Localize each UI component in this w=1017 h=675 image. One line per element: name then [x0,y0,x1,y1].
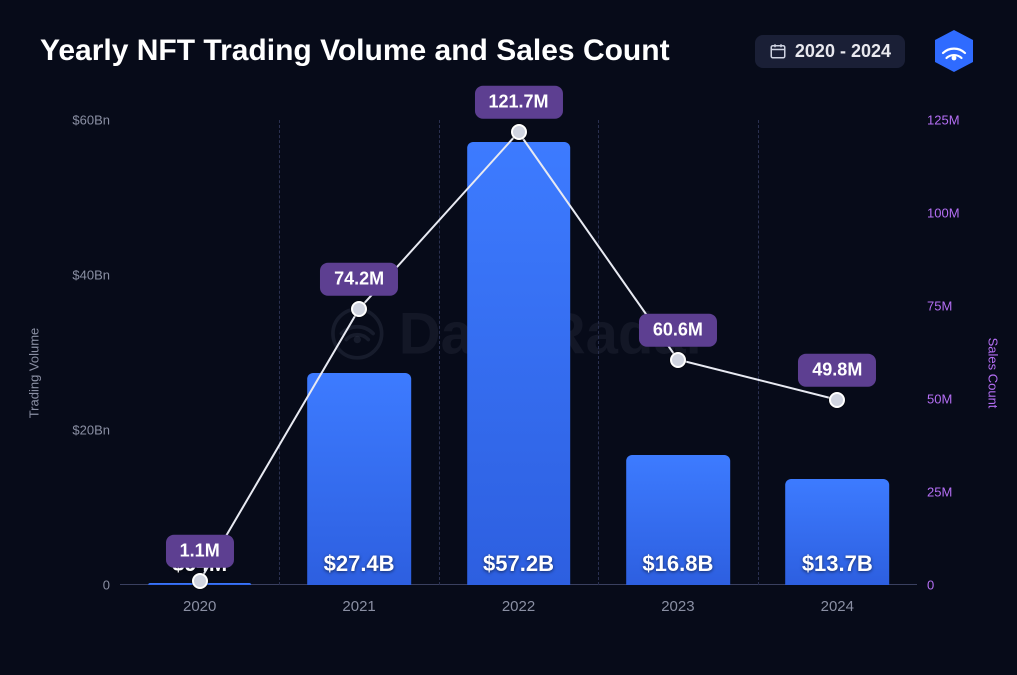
x-tick: 2020 [183,598,216,615]
y-right-tick: 0 [927,578,934,593]
line-point [351,301,367,317]
date-badge: 2020 - 2024 [755,35,905,68]
y-right-tick: 100M [927,206,960,221]
y-right-tick: 125M [927,113,960,128]
y-right-tick: 75M [927,299,952,314]
sales-line [120,120,917,585]
plot-region: DappRadar 0$20Bn$40Bn$60Bn025M50M75M100M… [120,120,917,585]
y-left-tick: $60Bn [72,113,110,128]
y-left-axis-label: Trading Volume [27,327,42,418]
line-point [670,352,686,368]
calendar-icon [769,42,787,60]
x-tick: 2023 [661,598,694,615]
dappradar-icon [931,28,977,74]
y-left-tick: $20Bn [72,422,110,437]
line-point-label: 60.6M [639,313,717,346]
y-left-tick: 0 [103,578,110,593]
x-tick: 2022 [502,598,535,615]
line-point-label: 121.7M [474,86,562,119]
chart-header: Yearly NFT Trading Volume and Sales Coun… [0,0,1017,74]
x-tick: 2021 [342,598,375,615]
chart-title: Yearly NFT Trading Volume and Sales Coun… [40,34,739,68]
line-point [192,573,208,589]
date-range-text: 2020 - 2024 [795,41,891,62]
line-point-label: 49.8M [798,353,876,386]
line-point-label: 74.2M [320,263,398,296]
chart-area: Trading Volume Sales Count DappRadar 0$2… [40,110,987,635]
x-tick: 2024 [821,598,854,615]
brand-logo [931,28,977,74]
y-right-tick: 50M [927,392,952,407]
line-point [511,124,527,140]
y-left-tick: $40Bn [72,267,110,282]
line-point [829,392,845,408]
y-right-tick: 25M [927,485,952,500]
line-point-label: 1.1M [166,535,234,568]
y-right-axis-label: Sales Count [986,337,1001,408]
